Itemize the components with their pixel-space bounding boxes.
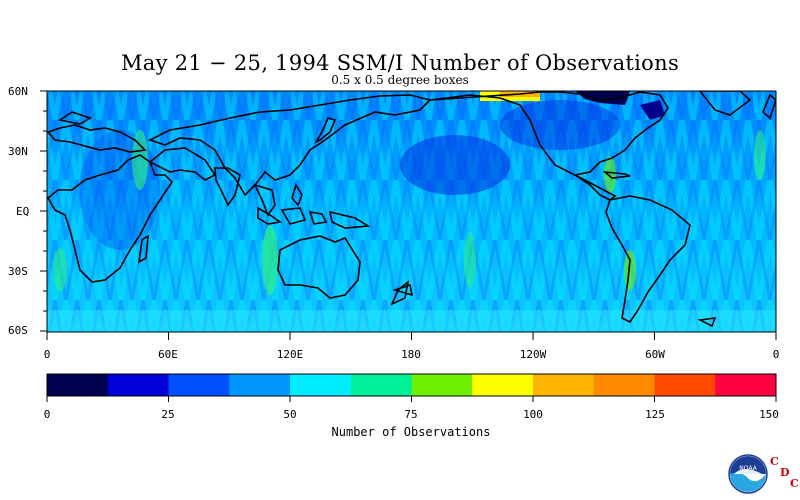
cdc-letter-c2: C	[790, 477, 799, 490]
colorbar-tick-75: 75	[404, 408, 418, 421]
page-title: May 21 − 25, 1994 SSM/I Number of Observ…	[120, 51, 680, 75]
colorbar-swatch	[229, 374, 291, 396]
colorbar-swatch	[654, 374, 716, 396]
lon-label-180: 180	[401, 348, 421, 361]
lat-label-30s: 30S	[8, 265, 28, 278]
colorbar-tick-0: 0	[43, 408, 51, 421]
lat-label-60s: 60S	[8, 324, 28, 337]
colorbar-swatch	[715, 374, 777, 396]
observation-field	[47, 91, 776, 332]
colorbar-swatch	[593, 374, 655, 396]
lat-label-60n: 60N	[8, 85, 28, 98]
lon-label-120e: 120E	[276, 348, 304, 361]
colorbar-swatch	[411, 374, 473, 396]
lon-label-60e: 60E	[158, 348, 178, 361]
colorbar	[47, 374, 777, 396]
colorbar-swatch	[290, 374, 352, 396]
colorbar-label: Number of Observations	[331, 425, 491, 439]
lon-ticks	[46, 332, 777, 340]
lon-label-0-east: 0	[772, 348, 780, 361]
colorbar-tick-150: 150	[759, 408, 779, 421]
colorbar-swatch	[168, 374, 230, 396]
colorbar-swatch	[107, 374, 169, 396]
lon-label-120w: 120W	[519, 348, 547, 361]
colorbar-swatch	[47, 374, 109, 396]
noaa-logo-text: NOAA	[739, 465, 757, 472]
colorbar-swatch	[350, 374, 412, 396]
colorbar-tick-100: 100	[523, 408, 543, 421]
colorbar-tick-50: 50	[283, 408, 297, 421]
lat-label-eq: EQ	[16, 205, 30, 218]
cdc-letter-c1: C	[770, 455, 779, 468]
lon-label-0: 0	[43, 348, 51, 361]
page-subtitle: 0.5 x 0.5 degree boxes	[331, 73, 469, 87]
colorbar-tick-125: 125	[645, 408, 665, 421]
colorbar-ticks	[46, 396, 777, 402]
cdc-letter-d: D	[780, 466, 790, 479]
lon-label-60w: 60W	[645, 348, 665, 361]
noaa-logo-icon: NOAA	[728, 454, 768, 494]
colorbar-swatch	[533, 374, 595, 396]
colorbar-swatch	[472, 374, 534, 396]
lat-label-30n: 30N	[8, 145, 28, 158]
coastlines	[47, 91, 776, 328]
colorbar-tick-25: 25	[161, 408, 175, 421]
lat-ticks	[40, 90, 47, 332]
